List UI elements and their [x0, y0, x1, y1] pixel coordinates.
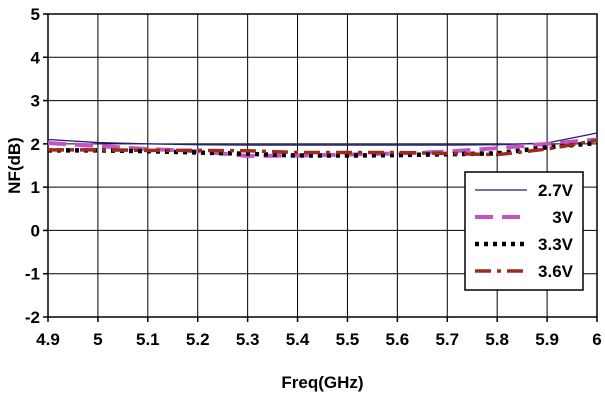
plot-frame [47, 13, 598, 318]
legend-label: 2.7V [538, 181, 574, 200]
axes [43, 13, 598, 322]
x-tick-label: 5.8 [485, 330, 509, 349]
y-tick-label: 2 [31, 135, 40, 154]
y-tick-label: 1 [31, 178, 40, 197]
x-tick-label: 5.7 [435, 330, 459, 349]
x-tick-label: 5.6 [386, 330, 410, 349]
y-tick-label: 4 [31, 48, 41, 67]
series-line-3-6V [48, 138, 598, 157]
x-tick-label: 5.5 [336, 330, 360, 349]
series-line-2-7V [47, 132, 598, 146]
y-axis-title: NF(dB) [5, 137, 24, 194]
x-tick-label: 5.1 [136, 330, 160, 349]
x-tick-label: 5.2 [186, 330, 210, 349]
y-tick-label: 0 [31, 221, 40, 240]
x-tick-label: 4.9 [36, 330, 60, 349]
x-axis-title: Freq(GHz) [281, 373, 363, 392]
series-lines [47, 132, 598, 158]
series-line-3-3V [48, 140, 598, 158]
y-tick-label: 3 [31, 92, 40, 111]
y-tick-label: -2 [25, 308, 40, 327]
x-tick-label: 5.3 [236, 330, 260, 349]
legend-label: 3V [552, 208, 573, 227]
y-tick-label: -1 [25, 265, 40, 284]
y-tick-label: 5 [31, 5, 40, 24]
legend-label: 3.3V [538, 235, 574, 254]
series-line-3V [47, 137, 598, 158]
legend: 2.7V 3V 3.3V 3.6V [464, 171, 584, 291]
x-tick-label: 5.9 [535, 330, 559, 349]
x-tick-label: 5 [93, 330, 102, 349]
x-tick-label: 6 [592, 330, 601, 349]
legend-label: 3.6V [538, 262, 574, 281]
tick-labels: 4.9 5 5.1 5.2 5.3 5.4 5.5 5.6 5.7 5.8 5.9 6 -2 -1 0 1 2 3… [25, 5, 602, 349]
x-tick-label: 5.4 [286, 330, 310, 349]
